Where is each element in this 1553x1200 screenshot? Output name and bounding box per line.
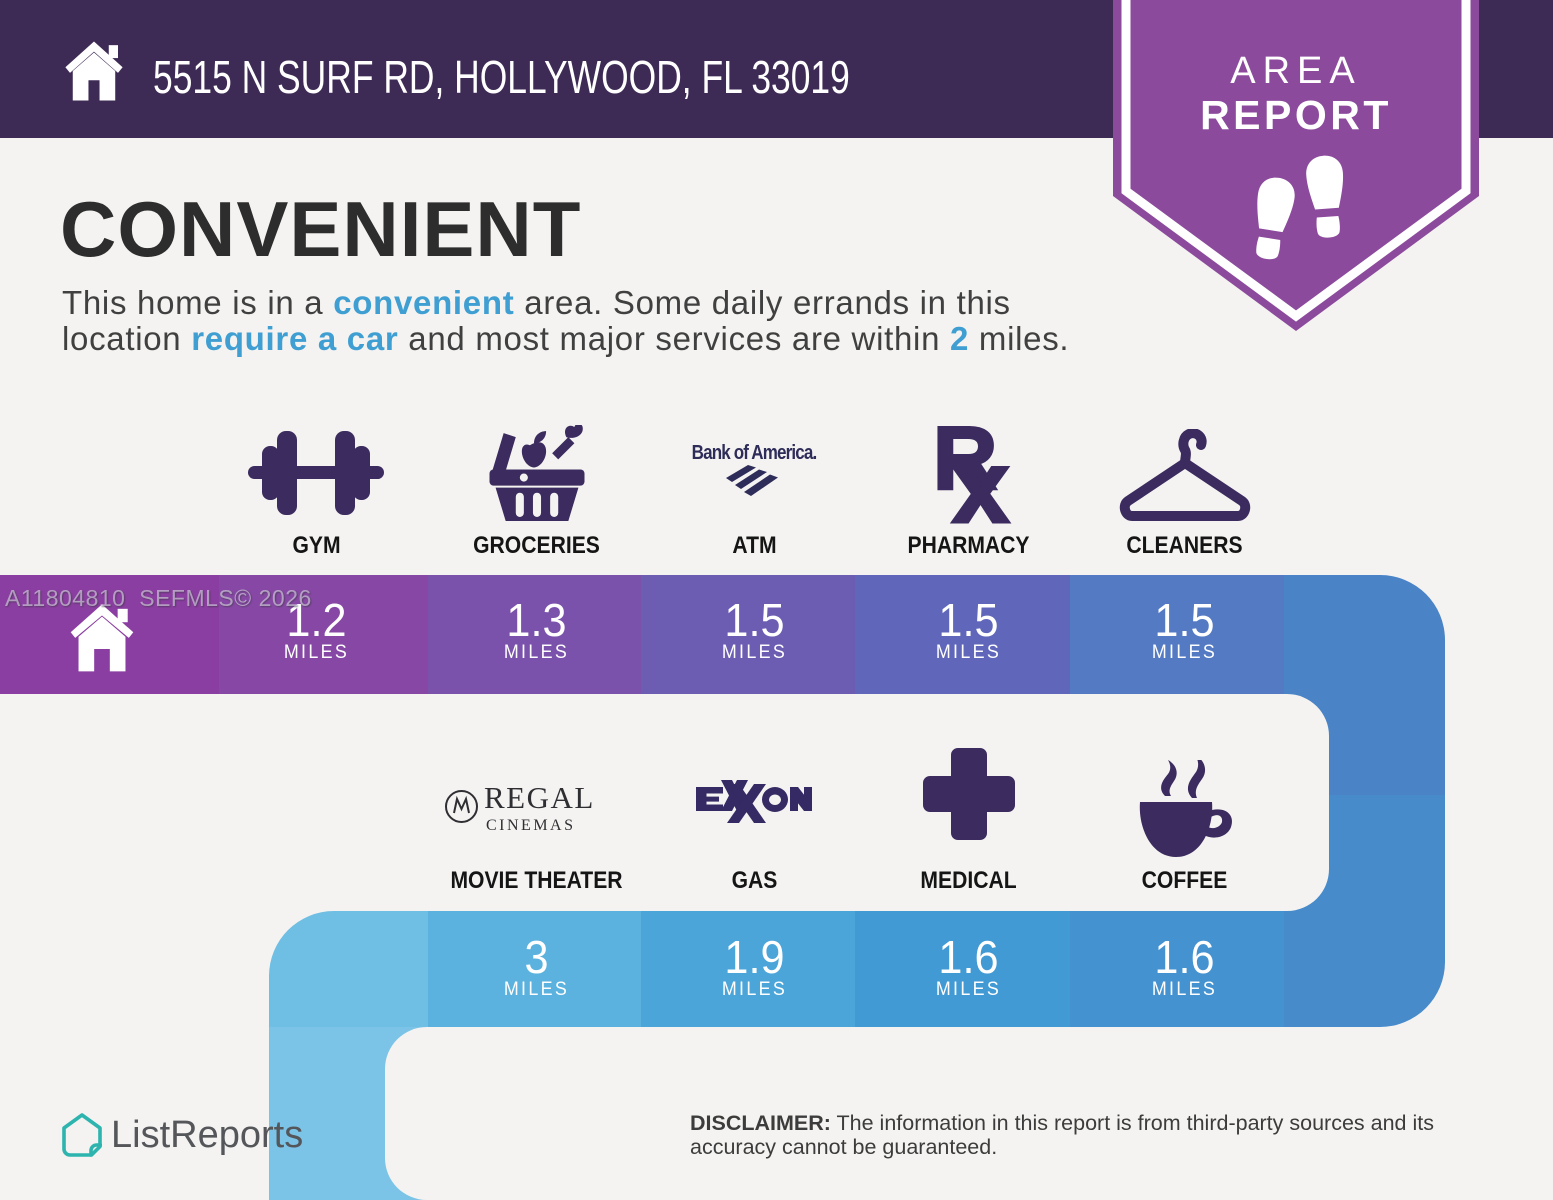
svg-text:AREA: AREA: [1230, 50, 1361, 92]
svg-text:REPORT: REPORT: [1200, 92, 1392, 138]
